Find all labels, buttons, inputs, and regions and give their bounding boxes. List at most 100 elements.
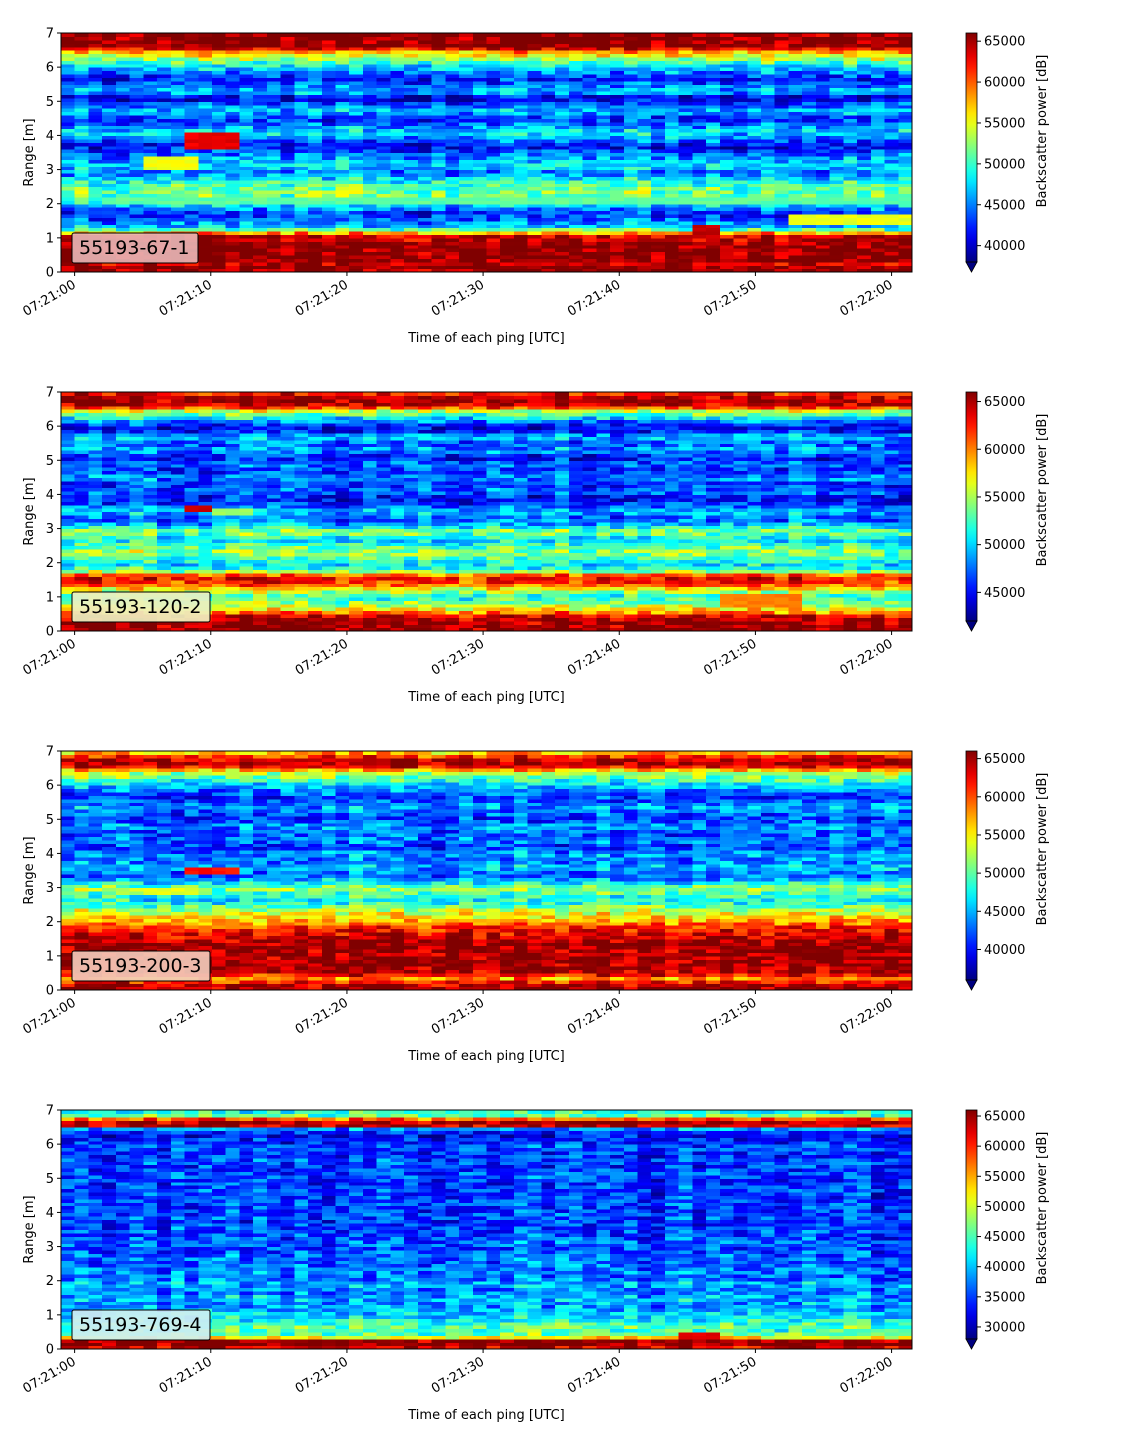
- heatmap-cell: [102, 436, 117, 441]
- heatmap-cell: [349, 155, 364, 160]
- heatmap-cell: [294, 241, 309, 246]
- heatmap-cell: [857, 231, 872, 236]
- heatmap-cell: [321, 183, 337, 188]
- heatmap-cell: [170, 39, 186, 44]
- heatmap-cell: [486, 87, 501, 92]
- heatmap-cell: [115, 179, 131, 184]
- heatmap-cell: [266, 166, 282, 171]
- heatmap-cell: [884, 258, 899, 263]
- heatmap-cell: [211, 125, 227, 130]
- heatmap-cell: [115, 450, 131, 455]
- heatmap-cell: [61, 217, 76, 222]
- heatmap-cell: [294, 84, 309, 89]
- heatmap-cell: [404, 121, 419, 126]
- heatmap-cell: [898, 220, 913, 225]
- heatmap-cell: [884, 248, 899, 253]
- heatmap-cell: [211, 155, 227, 160]
- heatmap-cell: [102, 514, 117, 519]
- heatmap-cell: [596, 217, 611, 222]
- heatmap-cell: [596, 213, 611, 218]
- heatmap-cell: [143, 152, 158, 157]
- heatmap-cell: [88, 36, 103, 41]
- heatmap-cell: [610, 265, 625, 270]
- heatmap-cell: [472, 193, 488, 198]
- heatmap-cell: [500, 172, 515, 177]
- heatmap-cell: [555, 224, 570, 229]
- heatmap-cell: [129, 36, 144, 41]
- heatmap-cell: [88, 409, 103, 414]
- heatmap-cell: [445, 128, 460, 133]
- heatmap-cell: [623, 265, 639, 270]
- heatmap-cell: [376, 132, 392, 137]
- heatmap-cell: [74, 549, 90, 554]
- heatmap-cell: [88, 415, 103, 420]
- heatmap-cell: [129, 392, 144, 397]
- heatmap-cell: [459, 118, 474, 123]
- heatmap-cell: [74, 179, 90, 184]
- heatmap-cell: [802, 169, 817, 174]
- heatmap-cell: [376, 186, 392, 191]
- heatmap-cell: [211, 190, 227, 195]
- heatmap-cell: [376, 114, 392, 119]
- heatmap-cell: [651, 128, 666, 133]
- heatmap-cell: [266, 186, 282, 191]
- heatmap-cell: [829, 207, 844, 212]
- heatmap-cell: [308, 179, 323, 184]
- heatmap-cell: [596, 111, 611, 116]
- heatmap-cell: [211, 43, 227, 48]
- heatmap-cell: [706, 220, 721, 225]
- heatmap-cell: [129, 190, 144, 195]
- heatmap-cell: [349, 234, 364, 239]
- heatmap-cell: [527, 67, 543, 72]
- heatmap-cell: [225, 196, 241, 201]
- heatmap-cell: [719, 186, 735, 191]
- heatmap-cell: [404, 142, 419, 147]
- heatmap-cell: [74, 494, 90, 499]
- heatmap-cell: [706, 91, 721, 96]
- heatmap-cell: [541, 138, 556, 143]
- heatmap-cell: [362, 94, 378, 99]
- heatmap-cell: [170, 97, 186, 102]
- heatmap-cell: [637, 132, 652, 137]
- heatmap-cell: [88, 97, 103, 102]
- heatmap-cell: [170, 166, 186, 171]
- heatmap-cell: [198, 234, 213, 239]
- heatmap-cell: [486, 196, 501, 201]
- heatmap-cell: [294, 142, 309, 147]
- heatmap-cell: [829, 210, 844, 215]
- heatmap-cell: [459, 261, 474, 266]
- heatmap-cell: [184, 60, 199, 65]
- heatmap-cell: [692, 50, 707, 55]
- heatmap-cell: [308, 261, 323, 266]
- heatmap-cell: [61, 538, 76, 543]
- heatmap-cell: [129, 159, 144, 164]
- heatmap-cell: [829, 138, 844, 143]
- heatmap-cell: [239, 149, 254, 154]
- heatmap-cell: [308, 80, 323, 85]
- heatmap-cell: [527, 155, 543, 160]
- heatmap-cell: [280, 87, 295, 92]
- heatmap-cell: [362, 159, 378, 164]
- heatmap-cell: [157, 501, 172, 506]
- heatmap-cell: [472, 108, 488, 113]
- heatmap-cell: [486, 186, 501, 191]
- heatmap-cell: [774, 84, 790, 89]
- heatmap-cell: [211, 53, 227, 58]
- heatmap-cell: [774, 155, 790, 160]
- heatmap-cell: [733, 220, 748, 225]
- heatmap-cell: [239, 46, 254, 51]
- heatmap-cell: [225, 132, 241, 137]
- heatmap-cell: [802, 268, 817, 273]
- heatmap-cell: [115, 111, 131, 116]
- heatmap-cell: [253, 241, 268, 246]
- heatmap-cell: [390, 152, 405, 157]
- heatmap-cell: [157, 480, 172, 485]
- heatmap-cell: [857, 169, 872, 174]
- heatmap-cell: [774, 121, 790, 126]
- heatmap-cell: [733, 241, 748, 246]
- heatmap-cell: [157, 624, 172, 629]
- heatmap-cell: [157, 268, 172, 273]
- heatmap-cell: [486, 149, 501, 154]
- heatmap-cell: [129, 114, 144, 119]
- heatmap-cell: [198, 77, 213, 82]
